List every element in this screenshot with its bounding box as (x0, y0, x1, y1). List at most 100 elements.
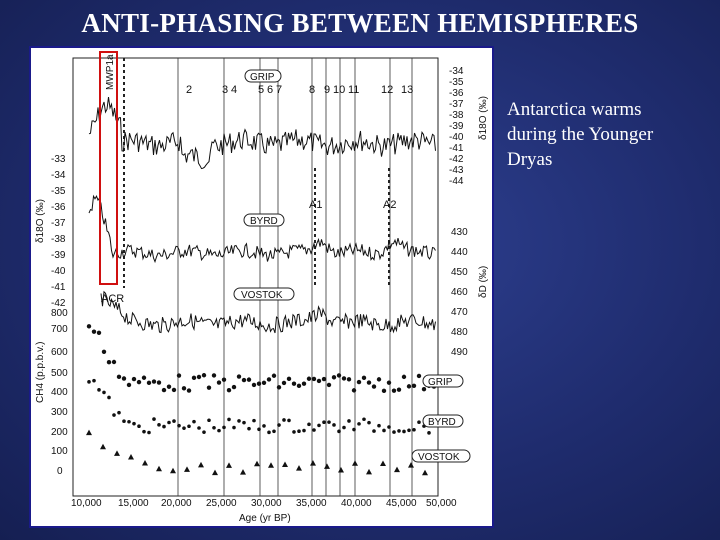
grip-ch4-point (261, 380, 267, 386)
grip-ch4-point (211, 373, 217, 378)
byrd-ch4-point (297, 429, 301, 434)
byrd-ch4-point (107, 395, 111, 400)
vostok-ch4-point (156, 465, 162, 472)
dd-axis-title: δD (‰) (478, 266, 489, 298)
mwp-label: MWP1a (105, 54, 116, 90)
ch4-tick-label: 500 (51, 368, 68, 379)
slide-title: ANTI-PHASING BETWEEN HEMISPHERES (81, 8, 639, 38)
grip-ch4-point (276, 385, 282, 390)
byrd-ch4-point (307, 422, 311, 427)
grip-ch4-point (136, 379, 142, 385)
grip-ch4-point (131, 376, 137, 382)
grip-ch4-point (331, 375, 337, 380)
byrd-ch4-point (402, 429, 406, 434)
byrd-ch4-point (182, 426, 186, 430)
vostok-ch4-point (338, 466, 344, 473)
vostok-trace (100, 290, 436, 334)
byrd-ch4-point (362, 417, 366, 422)
vostok-label: VOSTOK (241, 290, 283, 301)
grip-ch4-point (101, 349, 107, 354)
dd-tick-label: 440 (451, 247, 468, 258)
byrd-label: BYRD (250, 216, 278, 227)
byrd-ch4-point (407, 428, 411, 433)
vostok-ch4-point (226, 462, 232, 468)
byrd-ch4-label: BYRD (428, 417, 456, 428)
event-number: 9 (324, 84, 330, 96)
grip-ch4-point (391, 388, 397, 393)
y-tick-label: -33 (51, 154, 66, 165)
grip-ch4-point (366, 380, 372, 385)
y-tick-label: -40 (51, 266, 66, 277)
grip-ch4-point (246, 377, 252, 382)
x-tick-label: 10,000 (71, 498, 102, 509)
byrd-ch4-point (127, 419, 131, 424)
byrd-ch4-point (367, 420, 371, 425)
vostok-label-box (233, 287, 295, 301)
byrd-ch4-point (337, 429, 341, 434)
y-right-tick-label: -42 (449, 154, 464, 165)
caption-line: Antarctica warms (507, 99, 642, 120)
grip-ch4-point (311, 376, 317, 382)
grip-ch4-point (306, 376, 312, 381)
vostok-ch4-point (128, 454, 134, 460)
y-tick-label: -35 (51, 186, 66, 197)
grip-ch4-point (221, 377, 227, 382)
plot-border (72, 57, 439, 497)
grip-ch4-point (326, 382, 332, 388)
event-number: 3 (222, 84, 228, 96)
grip-ch4-point (296, 383, 302, 389)
byrd-ch4-point (327, 420, 331, 424)
grip-ch4-point (146, 380, 152, 386)
event-numbers: 2 3 4 5 6 7 8 9 10 11 12 13 (186, 84, 413, 96)
x-tick-label: 40,000 (341, 498, 372, 509)
grip-ch4-point (386, 380, 392, 385)
byrd-ch4-point (137, 424, 141, 428)
grip-ch4-point (106, 360, 112, 365)
grip-ch4-point (251, 382, 257, 388)
byrd-ch4-point (392, 430, 396, 434)
byrd-ch4-point (347, 419, 351, 423)
grip-ch4-point (96, 330, 102, 336)
x-tick-label: 15,000 (118, 498, 149, 509)
byrd-ch4-point (262, 424, 266, 428)
byrd-ch4-point (382, 428, 386, 433)
grip-ch4-point (401, 374, 407, 380)
byrd-ch4-point (192, 419, 196, 424)
vostok-ch4-point (296, 465, 302, 471)
vostok-ch4-label-box (411, 449, 471, 463)
vostok-ch4-point (422, 469, 428, 476)
grip-ch4-point (166, 384, 172, 389)
byrd-ch4-point (202, 430, 206, 434)
data-series (86, 97, 437, 476)
byrd-ch4-point (147, 430, 151, 435)
byrd-ch4-point (157, 423, 161, 427)
left-d18o-axis: -33 -34 -35 -36 -37 -38 -39 -40 -41 -42 (51, 154, 66, 309)
grip-ch4-point (286, 376, 292, 382)
byrd-trace (88, 194, 436, 264)
byrd-ch4-point (257, 427, 261, 432)
grip-ch4-point (236, 374, 242, 379)
byrd-ch4-point (292, 430, 296, 434)
grip-ch4-point (186, 388, 192, 393)
y-tick-label: -36 (51, 202, 66, 213)
event-number: 8 (309, 84, 315, 96)
grip-ch4-point (141, 375, 147, 380)
grip-ch4-point (86, 324, 92, 329)
vostok-ch4-point (86, 429, 92, 436)
grip-ch4-point (341, 376, 347, 381)
y-right-tick-label: -36 (449, 88, 464, 99)
byrd-ch4-point (312, 428, 316, 432)
byrd-ch4-point (217, 428, 221, 433)
caption-line: during the Younger (507, 124, 654, 145)
vostok-ch4-point (394, 466, 400, 473)
grip-ch4-point (336, 373, 342, 378)
paleoclimate-figure: 2 3 4 5 6 7 8 9 10 11 12 13 GRIP BYRD VO… (35, 51, 489, 524)
ch4-tick-label: 800 (51, 308, 68, 319)
grip-ch4-point (256, 381, 262, 386)
grip-ch4-point (376, 377, 382, 382)
vostok-ch4-point (212, 469, 218, 476)
byrd-ch4-point (92, 378, 96, 383)
byrd-ch4-point (427, 431, 431, 435)
vostok-ch4-point (366, 468, 372, 475)
event-lines (177, 58, 413, 496)
